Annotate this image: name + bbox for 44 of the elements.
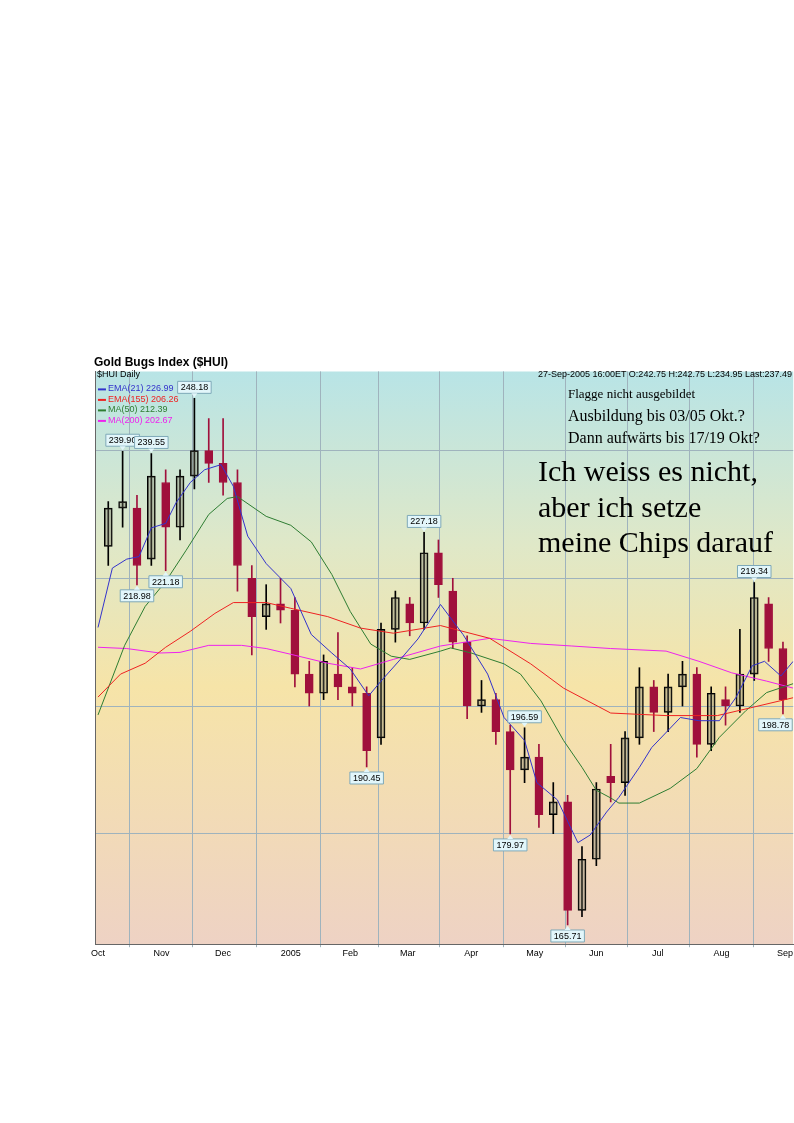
annotation: Dann aufwärts bis 17/19 Okt? <box>568 429 760 447</box>
x-tick-label: Oct <box>91 948 106 959</box>
legend-label: MA(200) 202.67 <box>107 414 173 425</box>
x-tick-label: Nov <box>153 948 171 959</box>
x-tick-label: Dec <box>215 948 232 959</box>
x-tick-label: Apr <box>464 948 479 959</box>
annotation: Ausbildung bis 03/05 Okt.? <box>568 407 745 426</box>
x-tick-label: Jun <box>589 948 604 959</box>
annotation: 198.78 <box>761 719 790 730</box>
x-tick-label: May <box>526 948 544 959</box>
annotation: aber ich setze <box>538 489 702 523</box>
annotation: Flagge nicht ausgebildet <box>568 385 696 401</box>
annotation: Ich weiss es nicht, <box>538 453 758 487</box>
x-tick-label: Aug <box>713 948 730 959</box>
annotation: meine Chips darauf <box>538 524 773 558</box>
x-tick-label: Mar <box>399 948 416 959</box>
x-tick-label: 2005 <box>280 948 301 959</box>
annotation: 27-Sep-2005 16:00ET O:242.75 H:242.75 L:234.95 Last:237.49 <box>537 368 792 379</box>
annotation: 165.71 <box>553 930 582 941</box>
annotation: 196.59 <box>510 711 539 722</box>
x-tick-label: Feb <box>342 948 359 959</box>
candlestick <box>706 686 716 752</box>
legend-label: EMA(155) 206.26 <box>107 393 179 404</box>
annotation: 218.98 <box>123 590 151 601</box>
candlestick <box>261 584 271 630</box>
candlestick <box>548 782 558 835</box>
legend-label: EMA(21) 226.99 <box>107 383 174 394</box>
chart-title: Gold Bugs Index ($HUI) <box>94 354 229 369</box>
annotation: 190.45 <box>352 772 381 783</box>
candlestick <box>204 418 214 483</box>
annotation: 248.18 <box>180 382 209 393</box>
annotation: $HUI Daily <box>97 368 141 379</box>
annotation: 227.18 <box>410 516 438 527</box>
legend-label: MA(50) 212.39 <box>107 404 168 415</box>
candlestick <box>577 846 587 918</box>
candlestick <box>749 582 759 681</box>
annotation: 239.55 <box>137 437 166 448</box>
x-tick-label: Jul <box>652 948 664 959</box>
x-tick-label: Sep <box>777 948 794 959</box>
candlestick <box>419 532 429 630</box>
annotation: 179.97 <box>496 839 524 850</box>
candlestick <box>103 501 113 566</box>
candlestick <box>606 744 616 803</box>
annotation: 219.34 <box>740 566 769 577</box>
